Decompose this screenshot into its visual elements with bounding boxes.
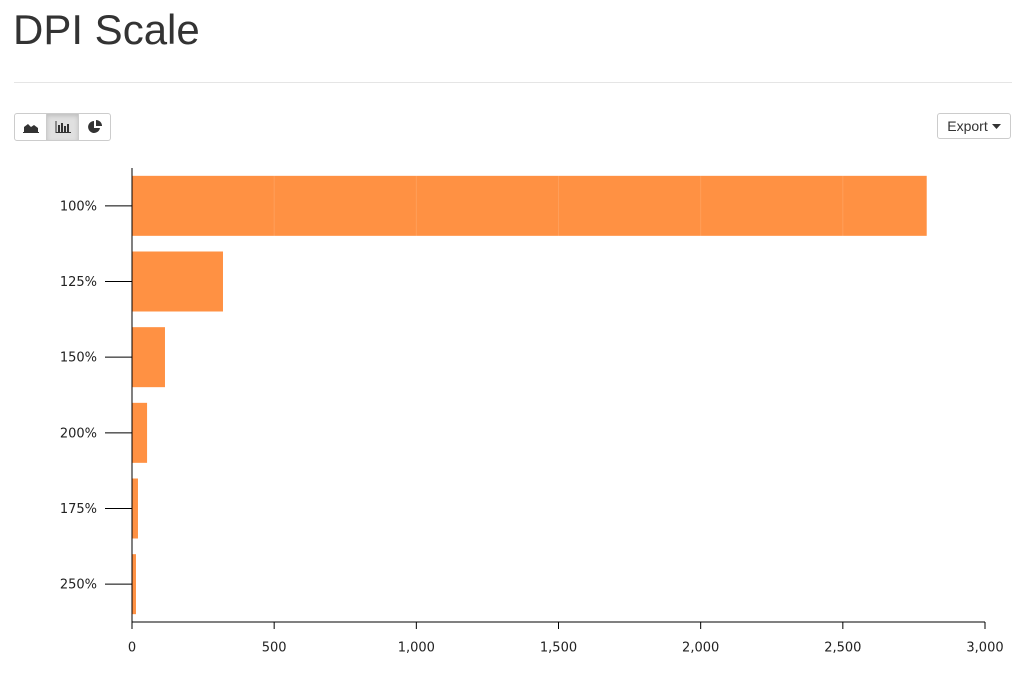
x-tick-label: 0 (128, 641, 136, 656)
bar-icon (55, 121, 71, 133)
x-tick-label: 500 (262, 641, 287, 656)
page-title: DPI Scale (13, 6, 200, 53)
x-tick-label: 2,500 (824, 641, 861, 656)
bar (132, 175, 927, 236)
area-chart-button[interactable] (14, 113, 47, 141)
x-tick-label: 2,000 (682, 641, 719, 656)
bar (132, 478, 138, 539)
y-tick-label: 100% (60, 199, 97, 214)
y-tick-label: 200% (60, 426, 97, 441)
y-tick-label: 175% (60, 502, 97, 517)
bar (132, 554, 136, 615)
bar-chart-button[interactable] (46, 113, 79, 141)
export-button[interactable]: Export (937, 113, 1011, 139)
bar (132, 327, 165, 388)
pie-icon (87, 120, 102, 133)
y-tick-label: 250% (60, 578, 97, 593)
y-tick-label: 125% (60, 275, 97, 290)
bar (132, 402, 148, 463)
x-tick-label: 1,000 (398, 641, 435, 656)
export-label: Export (947, 118, 988, 134)
divider (14, 82, 1012, 83)
caret (991, 123, 1001, 129)
x-tick-label: 1,500 (540, 641, 577, 656)
chart-type-toolbar (14, 113, 111, 141)
x-tick-label: 3,000 (966, 641, 1003, 656)
chart: 100% 125% 150% 200% 175% 250% 0 500 1,000 1,500 2,… (60, 168, 1004, 656)
bar (132, 251, 223, 312)
area-icon (22, 124, 39, 133)
y-tick-label: 150% (60, 351, 97, 366)
pie-chart-button[interactable] (78, 113, 111, 141)
